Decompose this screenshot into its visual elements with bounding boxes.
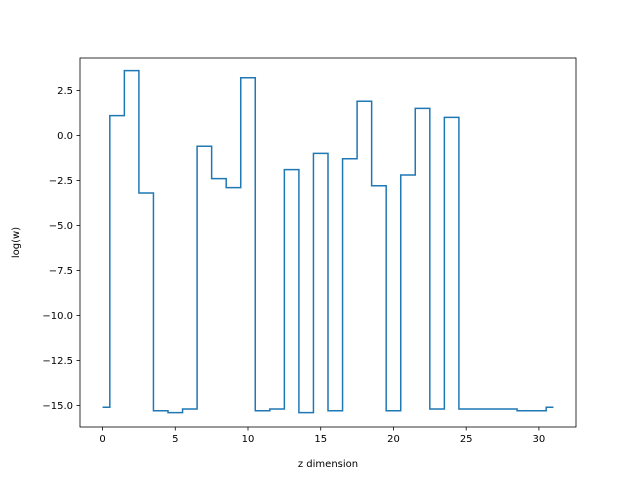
x-tick-label: 30: [533, 434, 546, 445]
x-tick-label: 5: [172, 434, 178, 445]
x-axis-label: z dimension: [298, 459, 358, 470]
y-tick-label: −10.0: [42, 311, 73, 322]
y-tick-label: 2.5: [57, 86, 73, 97]
y-tick-label: 0.0: [57, 131, 73, 142]
x-tick-label: 10: [242, 434, 255, 445]
x-tick-label: 25: [460, 434, 473, 445]
y-axis-ticks: 2.5 0.0 −2.5 −5.0 −7.5 −10.0 −12.5 −15.0: [42, 86, 80, 412]
x-tick-label: 0: [99, 434, 105, 445]
y-tick-label: −15.0: [42, 401, 73, 412]
x-tick-label: 15: [314, 434, 327, 445]
x-tick-label: 20: [387, 434, 400, 445]
y-axis-label: log(w): [11, 227, 22, 258]
y-tick-label: −7.5: [49, 266, 73, 277]
series-line: [102, 69, 554, 414]
y-tick-label: −5.0: [49, 221, 73, 232]
x-axis-ticks: 0 5 10 15 20 25 30: [99, 427, 545, 445]
plot-area-frame: [79, 57, 577, 428]
y-tick-label: −12.5: [42, 356, 73, 367]
y-tick-label: −2.5: [49, 176, 73, 187]
